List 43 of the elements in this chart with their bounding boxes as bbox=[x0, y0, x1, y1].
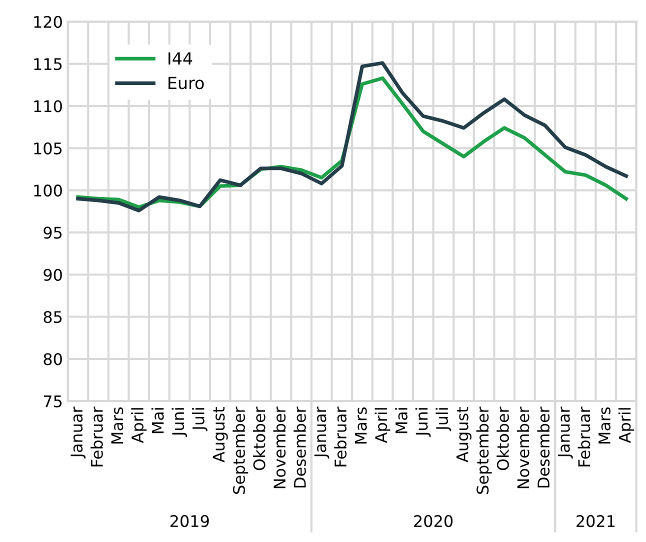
x-tick-label: September bbox=[232, 406, 248, 494]
x-tick-label: Juli bbox=[192, 408, 208, 432]
x-tick-label: August bbox=[212, 407, 228, 462]
x-tick-label: Januar bbox=[558, 406, 573, 459]
text: 2019 bbox=[170, 515, 209, 528]
text: 2021 bbox=[576, 515, 615, 528]
x-tick-label: Februar bbox=[334, 406, 347, 466]
x-tick-label: Mai bbox=[151, 408, 164, 434]
legend-label: I44 bbox=[168, 52, 192, 65]
legend-label: Euro bbox=[168, 76, 204, 90]
x-tick-label: Juni bbox=[415, 408, 431, 437]
x-tick-label: April bbox=[374, 408, 390, 444]
x-tick-label: Mars bbox=[598, 407, 610, 444]
y-tick-label: 85 bbox=[44, 310, 62, 324]
y-tick-label: 110 bbox=[34, 100, 62, 112]
x-tick-label: April bbox=[131, 408, 147, 444]
x-tick-label: Mars bbox=[111, 407, 124, 444]
y-tick-label: 75 bbox=[44, 396, 62, 408]
x-tick-label: Juli bbox=[436, 408, 452, 432]
x-tick-label: Februar bbox=[578, 406, 590, 466]
y-tick-label: 80 bbox=[44, 353, 62, 366]
x-tick-label: Juni bbox=[172, 408, 188, 437]
y-tick-label: 115 bbox=[34, 58, 62, 70]
y-tick-label: 105 bbox=[34, 142, 62, 154]
y-tick-label: 100 bbox=[34, 184, 62, 197]
x-tick-label: November bbox=[516, 406, 530, 488]
x-tick-label: August bbox=[456, 407, 472, 462]
x-tick-label: September bbox=[476, 406, 492, 494]
x-tick-label: Desember bbox=[294, 406, 306, 488]
y-tick-label: 120 bbox=[34, 16, 62, 28]
x-tick-label: Oktober bbox=[252, 406, 266, 470]
y-tick-label: 90 bbox=[44, 268, 62, 281]
x-tick-label: Februar bbox=[90, 406, 103, 466]
x-tick-label: Januar bbox=[314, 406, 330, 459]
x-tick-label: Januar bbox=[70, 406, 86, 459]
text: 2020 bbox=[414, 515, 453, 528]
x-tick-label: November bbox=[273, 406, 286, 488]
x-tick-label: Oktober bbox=[496, 406, 509, 470]
x-tick-label: Desember bbox=[537, 406, 550, 488]
x-tick-label: April bbox=[618, 408, 634, 444]
y-tick-label: 95 bbox=[44, 226, 62, 239]
x-tick-label: Mai bbox=[395, 408, 408, 434]
x-tick-label: Mars bbox=[354, 407, 367, 444]
